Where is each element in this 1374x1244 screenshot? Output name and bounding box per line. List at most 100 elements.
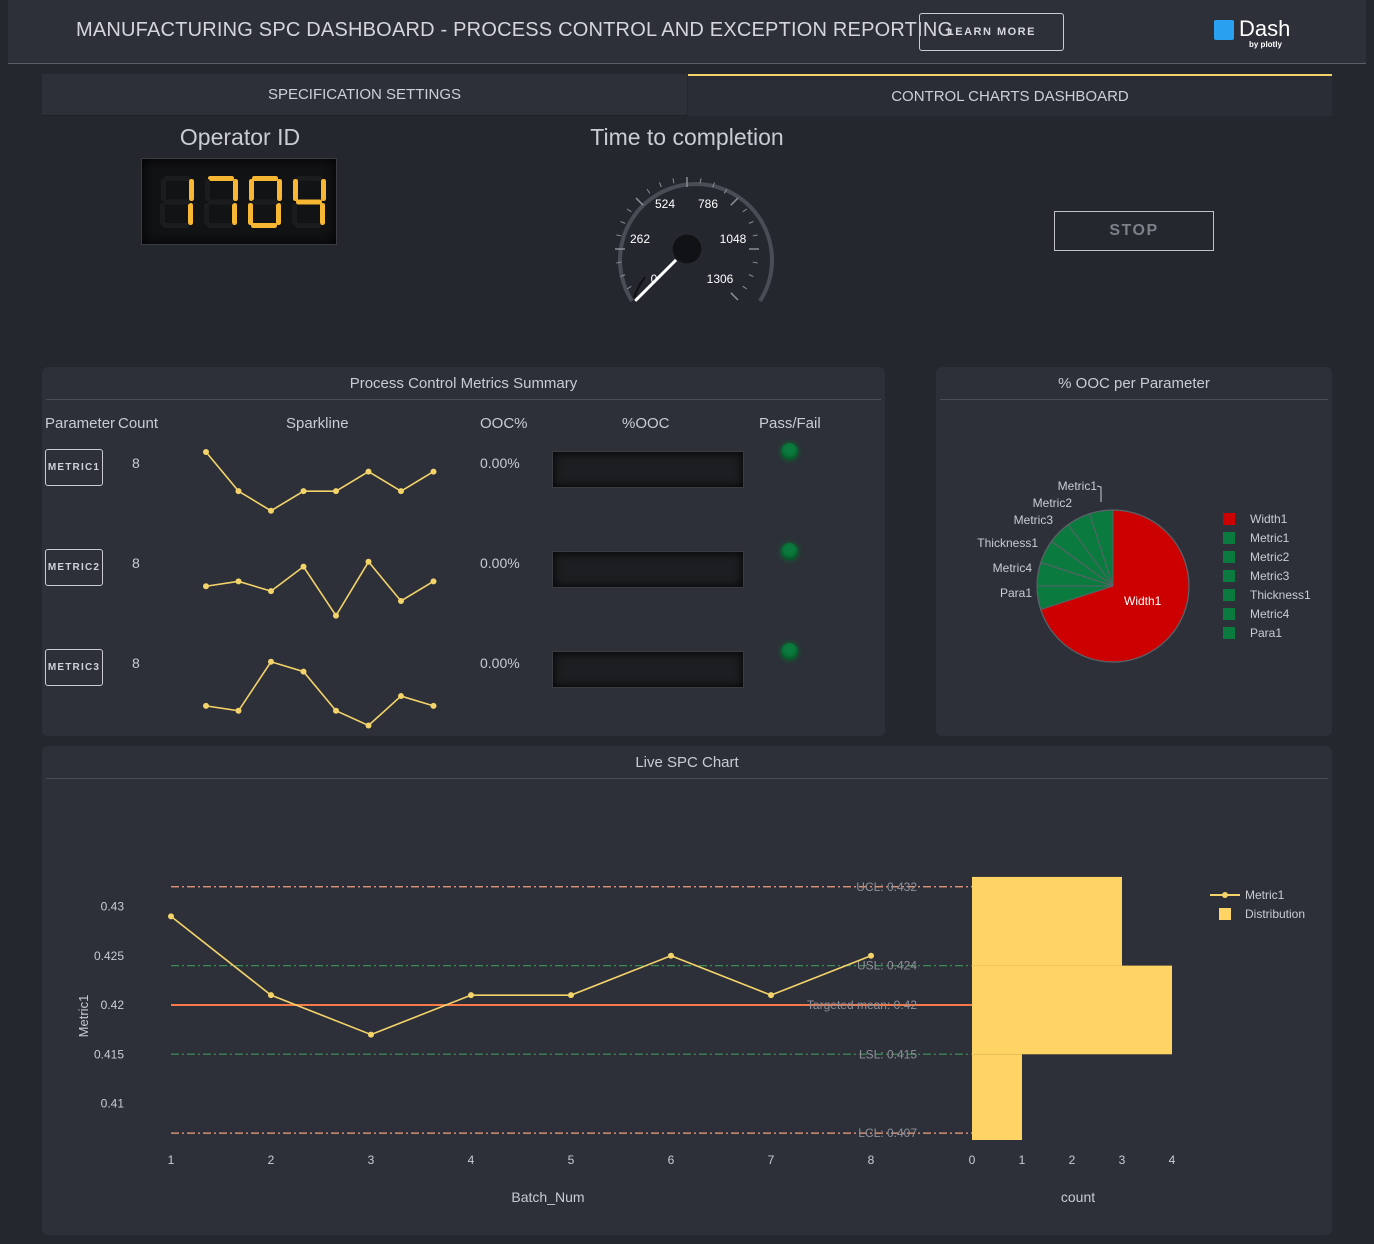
ooc-pie-chart[interactable]: Metric1 Metric2 Metric3 Thickness1 Metric4 Pa… [936, 401, 1332, 731]
sparkline-point [235, 488, 242, 495]
lcl-label: LCL: 0.407 [858, 1126, 917, 1140]
legend-label: Metric1 [1245, 888, 1285, 902]
dash-logo-byline: by plotly [1249, 40, 1282, 49]
histogram-bar [972, 1054, 1022, 1140]
metric-count: 8 [132, 655, 140, 671]
gauge-tick [742, 208, 748, 213]
led-segment [248, 203, 253, 225]
y-tick-label: 0.425 [94, 949, 124, 963]
sparkline-point [430, 702, 437, 709]
pie-legend-swatch [1223, 551, 1235, 563]
pie-legend-swatch [1223, 627, 1235, 639]
led-segment [205, 179, 210, 201]
gauge-tick-label: 0 [651, 272, 658, 286]
pie-legend-swatch [1223, 589, 1235, 601]
sparkline-point [300, 668, 307, 675]
sparkline-point [203, 448, 209, 455]
learn-more-button[interactable]: LEARN MORE [919, 13, 1064, 51]
metric1-point [668, 952, 674, 959]
led-digit [292, 176, 326, 228]
ooc-progress-bar [552, 651, 744, 688]
hist-tick-label: 0 [969, 1153, 976, 1167]
x-tick-label: 4 [468, 1153, 475, 1167]
divider [46, 778, 1328, 779]
led-segment [252, 199, 278, 205]
metric1-button[interactable]: METRIC1 [45, 449, 103, 486]
header-ooc-percent: OOC% [480, 415, 528, 432]
pie-legend-swatch [1223, 513, 1235, 525]
live-spc-panel: Live SPC Chart 0.41 0.415 0.42 0.425 0.43 1 2 3… [42, 746, 1332, 1235]
sparkline-point [235, 578, 242, 585]
pie-legend-label: Metric1 [1250, 531, 1290, 545]
led-segment [161, 179, 166, 201]
sparkline [203, 658, 437, 729]
banner: MANUFACTURING SPC DASHBOARD - PROCESS CO… [8, 0, 1366, 64]
pie-legend-swatch [1223, 608, 1235, 620]
stop-button[interactable]: STOP [1054, 211, 1214, 251]
sparkline-point [430, 578, 437, 585]
metric1-point [268, 992, 274, 999]
led-segment [232, 203, 237, 225]
led-segment [208, 176, 234, 181]
hist-tick-label: 2 [1069, 1153, 1076, 1167]
tab-specification-settings[interactable]: SPECIFICATION SETTINGS [42, 74, 687, 116]
pie-outline [1036, 509, 1190, 663]
gauge-tick [616, 261, 622, 264]
dash-logo-word: Dash [1239, 16, 1291, 41]
metric3-button[interactable]: METRIC3 [45, 649, 103, 686]
gauge-tick [730, 197, 739, 206]
x-tick-label: 7 [768, 1153, 775, 1167]
ooc-pie-title: % OOC per Parameter [1058, 375, 1210, 392]
gauge-tick-label: 786 [698, 197, 718, 211]
y-axis-label: Metric1 [76, 995, 91, 1038]
spc-chart[interactable]: 0.41 0.415 0.42 0.425 0.43 1 2 3 4 5 6 7 8 Metric1 Bat… [42, 746, 1332, 1235]
metric-row: METRIC3 8 0.00% [42, 643, 885, 736]
pie-slice-label: Metric4 [993, 561, 1033, 575]
metric2-button[interactable]: METRIC2 [45, 549, 103, 586]
led-segment [321, 179, 326, 201]
gauge-tick [752, 261, 758, 264]
sparkline-point [398, 693, 404, 700]
sparkline-point [333, 612, 339, 619]
metric1-point [768, 992, 774, 999]
led-segment [292, 203, 297, 225]
sparkline-line [205, 560, 434, 618]
dash-logo[interactable]: Dash by plotly [1214, 16, 1304, 50]
legend-line-marker [1222, 892, 1228, 898]
led-digit [160, 176, 194, 228]
gauge-tick [620, 220, 626, 224]
header-pass-fail: Pass/Fail [759, 415, 821, 432]
sparkline-point [430, 468, 437, 475]
led-segment [293, 179, 298, 201]
metric-count: 8 [132, 555, 140, 571]
gauge-tick [620, 274, 626, 278]
led-segment [164, 176, 190, 181]
target-mean-label: Targeted mean: 0.42 [807, 998, 917, 1012]
legend-label: Distribution [1245, 907, 1305, 921]
led-segment [276, 203, 281, 225]
pie-slice-label: Width1 [1124, 594, 1162, 608]
pie-legend-label: Width1 [1250, 512, 1288, 526]
sparkline-point [300, 563, 307, 570]
y-tick-label: 0.415 [94, 1047, 124, 1061]
metric-row: METRIC2 8 0.00% [42, 543, 885, 655]
x-tick-label: 3 [368, 1153, 375, 1167]
sparkline-point [300, 488, 307, 495]
gauge-tick-label: 1048 [720, 232, 747, 246]
sparkline-line [205, 451, 434, 512]
sparkline-point [333, 488, 339, 495]
sparkline-point [365, 468, 372, 475]
gauge-tick [658, 182, 662, 188]
tab-control-charts-dashboard[interactable]: CONTROL CHARTS DASHBOARD [688, 74, 1332, 116]
metrics-summary-title: Process Control Metrics Summary [349, 375, 578, 392]
led-segment [295, 223, 321, 228]
sparkline-point [365, 722, 372, 729]
hist-axis-label: count [1061, 1189, 1095, 1205]
pie-legend-label: Metric4 [1250, 607, 1290, 621]
metric1-point [368, 1031, 374, 1038]
led-segment [163, 223, 189, 228]
metric-ooc-percent: 0.00% [480, 455, 520, 471]
pie-legend-swatch [1223, 532, 1235, 544]
dash-logo-icon [1214, 20, 1234, 40]
ooc-progress-bar [552, 551, 744, 588]
